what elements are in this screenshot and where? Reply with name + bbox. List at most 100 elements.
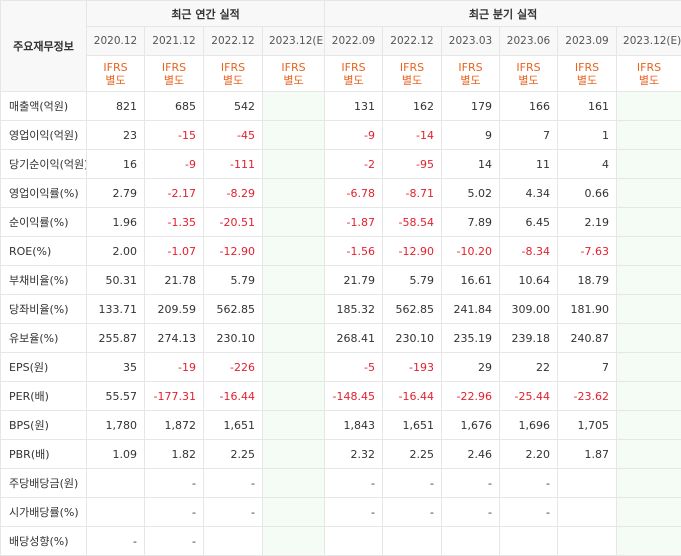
table-cell: 562.85 [382,294,443,324]
table-cell: 1.09 [86,439,145,469]
row-label: 시가배당률(%) [0,497,87,527]
period-header: 2023.12(E) [616,26,681,56]
table-cell: 5.02 [441,178,501,208]
separate-label: 별도 [576,73,598,87]
table-cell: - [144,468,204,498]
table-cell: 685 [144,91,204,121]
table-cell: 7 [499,120,559,150]
row-label: 당기순이익(억원) [0,149,87,179]
table-cell [261,381,326,411]
table-cell: 1.87 [557,439,618,469]
table-cell: 2.79 [86,178,145,208]
table-cell: -1.87 [324,207,384,237]
table-row: 당좌비율(%) 133.71 209.59 562.85 185.32 562.85 241… [0,294,681,324]
table-cell [261,91,326,121]
ifrs-header: IFRS 별도 [382,55,443,92]
row-label-header: 주요재무정보 [0,0,87,92]
period-header: 2022.12 [382,26,443,56]
ifrs-label: IFRS [341,60,366,74]
table-cell [616,120,681,150]
table-cell: 7.89 [441,207,501,237]
table-cell: -19 [144,352,204,382]
table-cell: -12.90 [203,236,263,266]
table-cell [261,497,326,527]
table-cell [616,207,681,237]
table-cell: 2.20 [499,439,559,469]
table-cell [261,207,326,237]
table-row: BPS(원) 1,780 1,872 1,651 1,843 1,651 1,676 1,69… [0,410,681,440]
table-cell: -15 [144,120,204,150]
table-cell [616,410,681,440]
row-label: PER(배) [0,381,87,411]
table-cell [499,526,559,556]
annual-group-header: 최근 연간 실적 [85,0,326,27]
table-cell: -148.45 [324,381,384,411]
table-cell [616,352,681,382]
period-header: 2023.06 [499,26,559,56]
table-row: PBR(배) 1.09 1.82 2.25 2.32 2.25 2.46 2.20 1.87 [0,439,681,469]
table-cell: 1,676 [441,410,501,440]
table-cell [557,497,618,527]
table-cell: 1.96 [86,207,145,237]
period-header: 2022.12 [203,26,263,56]
separate-label: 별도 [163,73,185,87]
table-cell: 2.25 [382,439,443,469]
period-header: 2023.03 [441,26,501,56]
ifrs-header: IFRS 별도 [261,55,326,92]
table-cell: - [203,468,263,498]
period-header: 2022.09 [324,26,384,56]
row-label: ROE(%) [0,236,87,266]
table-cell: 2.25 [203,439,263,469]
table-cell: -1.35 [144,207,204,237]
table-cell: 162 [382,91,443,121]
table-row: 매출액(억원) 821 685 542 131 162 179 166 161 [0,91,681,121]
table-cell: 50.31 [86,265,145,295]
table-cell: 274.13 [144,323,204,353]
table-cell: 4.34 [499,178,559,208]
table-cell: 542 [203,91,263,121]
row-label: 주당배당금(원) [0,468,87,498]
separate-label: 별도 [518,73,539,87]
table-cell [261,149,326,179]
table-cell: - [86,526,145,556]
table-cell [616,381,681,411]
table-cell: 209.59 [144,294,204,324]
table-cell: 1,872 [144,410,204,440]
separate-label: 별도 [222,73,244,87]
table-cell: - [324,497,384,527]
table-cell: 230.10 [382,323,443,353]
table-cell: 166 [499,91,559,121]
table-cell: -25.44 [499,381,559,411]
table-cell: 133.71 [86,294,145,324]
separate-label: 별도 [460,73,481,87]
ifrs-label: IFRS [636,60,662,74]
ifrs-header: IFRS 별도 [557,55,618,92]
table-cell [86,468,145,498]
table-cell: - [441,497,501,527]
table-cell: 5.79 [203,265,263,295]
table-cell: -95 [382,149,443,179]
table-cell: -45 [203,120,263,150]
table-cell: -10.20 [441,236,501,266]
table-cell: 1,780 [86,410,145,440]
table-cell [557,526,618,556]
table-cell: -23.62 [557,381,618,411]
ifrs-header: IFRS 별도 [203,55,263,92]
row-label: 영업이익률(%) [0,178,87,208]
table-cell: - [441,468,501,498]
ifrs-label: IFRS [103,60,128,74]
table-cell: -2.17 [144,178,204,208]
table-cell [557,468,618,498]
table-cell: -22.96 [441,381,501,411]
table-cell: -16.44 [382,381,443,411]
table-cell: 10.64 [499,265,559,295]
table-cell: 821 [86,91,145,121]
table-cell: 55.57 [86,381,145,411]
table-row: EPS(원) 35 -19 -226 -5 -193 29 22 7 [0,352,681,382]
table-cell: 21.79 [324,265,384,295]
table-cell [261,410,326,440]
table-cell: 185.32 [324,294,384,324]
table-cell [616,178,681,208]
table-cell: 2.19 [557,207,618,237]
table-cell: -2 [324,149,384,179]
